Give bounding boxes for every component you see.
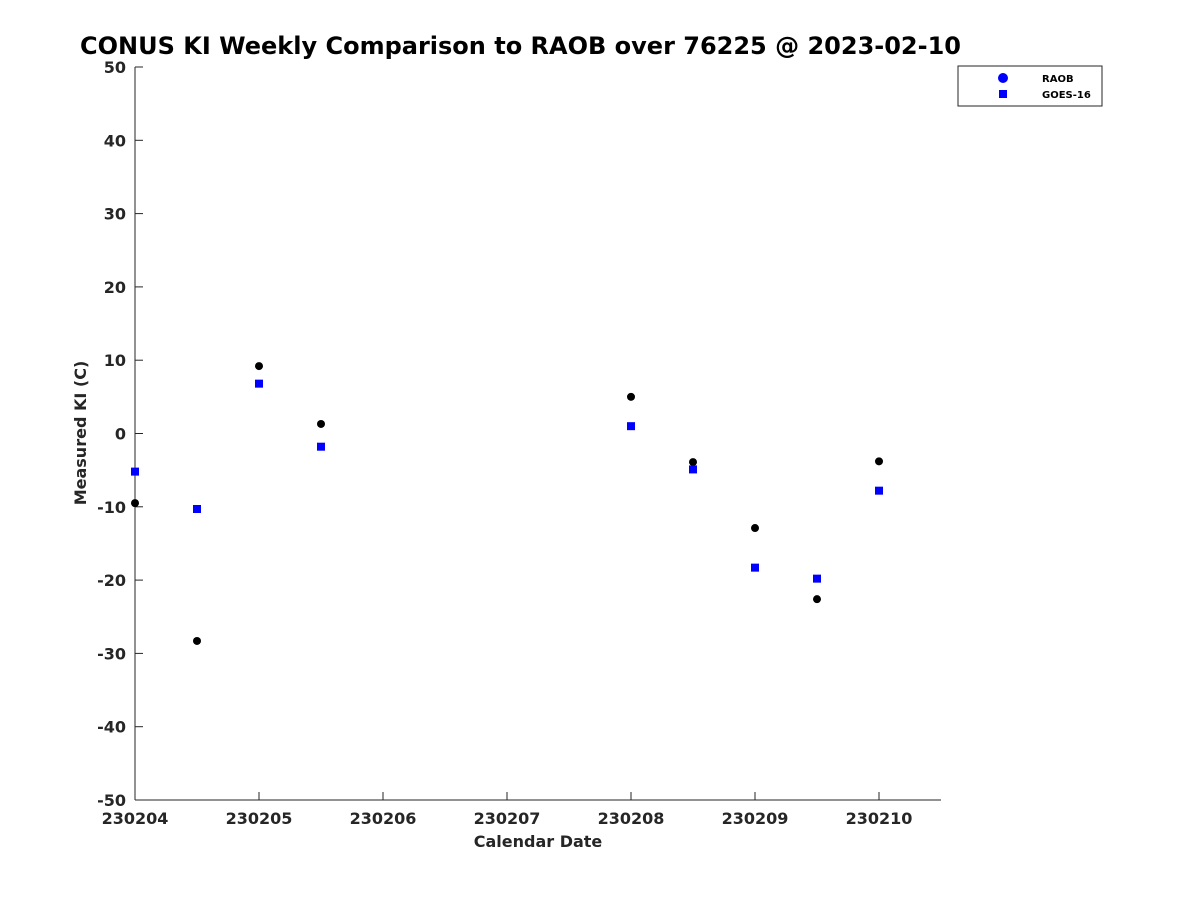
legend-label-goes-16: GOES-16 xyxy=(1042,90,1091,101)
raob-point xyxy=(131,499,139,508)
x-axis-label: Calendar Date xyxy=(474,832,603,851)
raob-point xyxy=(751,524,759,533)
y-tick-label: -30 xyxy=(97,644,126,663)
goes-16-point xyxy=(689,465,697,474)
raob-point xyxy=(689,458,697,467)
legend-marker-goes-16 xyxy=(999,90,1007,98)
data-points xyxy=(131,362,883,645)
y-tick-label: -10 xyxy=(97,498,126,517)
raob-point xyxy=(255,362,263,371)
raob-point xyxy=(627,392,635,401)
x-tick-label: 230209 xyxy=(722,809,789,828)
goes-16-point xyxy=(317,442,325,451)
y-axis-ticks: -50 -40 -30 -20 -10 0 10 20 30 40 50 xyxy=(97,58,143,810)
chart-title: CONUS KI Weekly Comparison to RAOB over … xyxy=(80,32,961,60)
x-tick-label: 230208 xyxy=(598,809,665,828)
x-tick-label: 230204 xyxy=(102,809,169,828)
y-tick-label: 10 xyxy=(104,351,126,370)
goes-16-point xyxy=(813,574,821,583)
x-tick-label: 230207 xyxy=(474,809,541,828)
goes-16-point xyxy=(751,563,759,572)
y-tick-label: -20 xyxy=(97,571,126,590)
y-tick-label: -50 xyxy=(97,791,126,810)
x-axis-ticks: 230204 230205 230206 230207 230208 230209 2302… xyxy=(102,792,913,828)
x-tick-label: 230206 xyxy=(350,809,417,828)
y-tick-label: 20 xyxy=(104,278,126,297)
x-tick-label: 230205 xyxy=(226,809,293,828)
raob-point xyxy=(193,636,201,645)
goes-16-point xyxy=(627,422,635,431)
goes-16-point xyxy=(875,486,883,495)
y-tick-label: -40 xyxy=(97,718,126,737)
y-axis-label: Measured KI (C) xyxy=(71,361,90,506)
legend: RAOB GOES-16 xyxy=(957,65,1103,107)
goes-16-point xyxy=(193,504,201,513)
axes xyxy=(134,67,941,801)
y-tick-label: 40 xyxy=(104,131,126,150)
y-tick-label: 50 xyxy=(104,58,126,77)
legend-label-raob: RAOB xyxy=(1042,74,1074,85)
raob-point xyxy=(875,457,883,466)
y-tick-label: 30 xyxy=(104,205,126,224)
raob-point xyxy=(317,419,325,428)
y-tick-label: 0 xyxy=(115,425,126,444)
legend-box xyxy=(957,65,1103,107)
legend-marker-raob xyxy=(998,73,1008,83)
x-tick-label: 230210 xyxy=(846,809,913,828)
raob-point xyxy=(813,595,821,604)
goes-16-point xyxy=(131,467,139,476)
goes-16-point xyxy=(255,379,263,388)
